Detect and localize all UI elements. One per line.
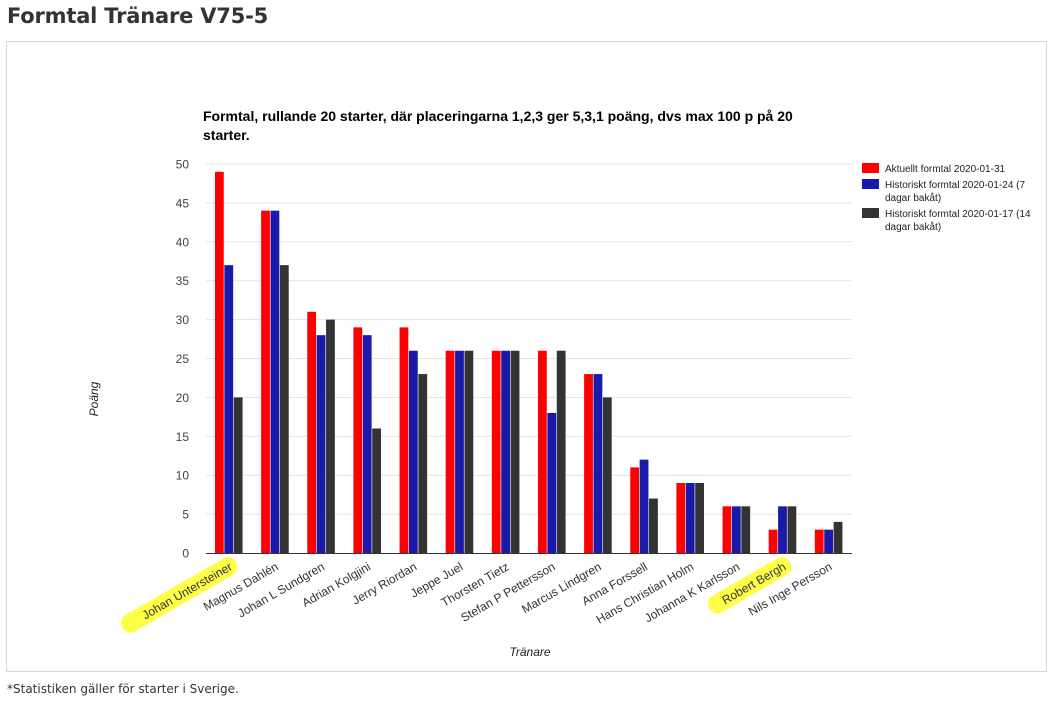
bar [741, 506, 751, 553]
bar [768, 529, 778, 553]
y-tick-label: 50 [176, 158, 190, 172]
bar [464, 350, 474, 553]
legend-label: dagar bakåt) [885, 192, 941, 204]
chart-title-line: starter. [203, 127, 250, 143]
chart-title-line: Formtal, rullande 20 starter, där placer… [203, 108, 793, 124]
x-axis-label: Tränare [509, 645, 550, 659]
y-tick-label: 20 [176, 391, 190, 405]
bar [224, 265, 234, 553]
bar [399, 327, 409, 553]
chart-title: Formtal, rullande 20 starter, där placer… [203, 108, 793, 143]
bar-chart: Formtal, rullande 20 starter, där placer… [87, 108, 1031, 659]
legend-swatch [862, 163, 879, 173]
y-tick-label: 5 [182, 508, 189, 522]
legend-swatch [862, 179, 879, 189]
legend-swatch [862, 208, 879, 218]
label-highlight [707, 557, 792, 614]
y-tick-label: 35 [176, 274, 190, 288]
bar [316, 335, 326, 553]
y-tick-label: 15 [176, 430, 190, 444]
y-tick-label: 45 [176, 196, 190, 210]
bar [630, 467, 640, 553]
bar [418, 374, 428, 553]
bar [261, 210, 270, 553]
bar [233, 397, 243, 553]
page-title: Formtal Tränare V75-5 [7, 4, 269, 28]
y-axis-ticks: 0 5 10 15 20 25 30 35 40 45 50 [176, 158, 190, 561]
bar [307, 311, 317, 553]
bar [510, 350, 520, 553]
bar [695, 482, 704, 553]
bar [353, 327, 363, 553]
bar [787, 506, 797, 553]
bar [279, 265, 289, 553]
bar [731, 506, 741, 553]
bar [639, 459, 649, 553]
bar [445, 350, 455, 553]
legend-label: Historiskt formtal 2020-01-17 (14 [885, 209, 1031, 220]
y-axis-label: Poäng [87, 381, 101, 416]
bar [833, 521, 843, 553]
x-tick-label: Marcus Lindgren [519, 559, 603, 616]
bar [372, 428, 381, 553]
bar [814, 529, 824, 553]
legend-label: Aktuellt formtal 2020-01-31 [885, 164, 1006, 175]
legend-label: dagar bakåt) [885, 221, 941, 233]
bar [593, 374, 603, 553]
chart-legend: Aktuellt formtal 2020-01-31 Historiskt fo… [862, 163, 1031, 233]
bar [491, 350, 501, 553]
y-tick-label: 25 [176, 352, 190, 366]
bar [408, 350, 418, 553]
y-tick-label: 0 [182, 547, 189, 561]
bar [214, 171, 224, 553]
bar [501, 350, 511, 553]
bar [778, 506, 787, 553]
y-tick-label: 30 [176, 313, 190, 327]
bar [649, 498, 658, 553]
chart-bars [214, 171, 843, 553]
bar [824, 529, 834, 553]
label-highlights [120, 557, 792, 633]
bar [584, 374, 593, 553]
bar [685, 482, 695, 553]
legend-label: Historiskt formtal 2020-01-24 (7 [885, 180, 1025, 191]
bar [270, 210, 280, 553]
y-tick-label: 10 [176, 469, 190, 483]
chart-grid [206, 163, 852, 515]
label-highlight [120, 557, 238, 633]
bar [602, 397, 612, 553]
y-tick-label: 40 [176, 235, 190, 249]
bar [455, 350, 464, 553]
bar [537, 350, 547, 553]
chart-panel: Formtal, rullande 20 starter, där placer… [6, 41, 1047, 672]
footnote: *Statistiken gäller för starter i Sverig… [7, 682, 239, 696]
bar [326, 319, 335, 553]
bar [362, 335, 372, 553]
bar [547, 412, 557, 553]
bar [676, 482, 686, 553]
bar [722, 506, 732, 553]
bar [556, 350, 566, 553]
